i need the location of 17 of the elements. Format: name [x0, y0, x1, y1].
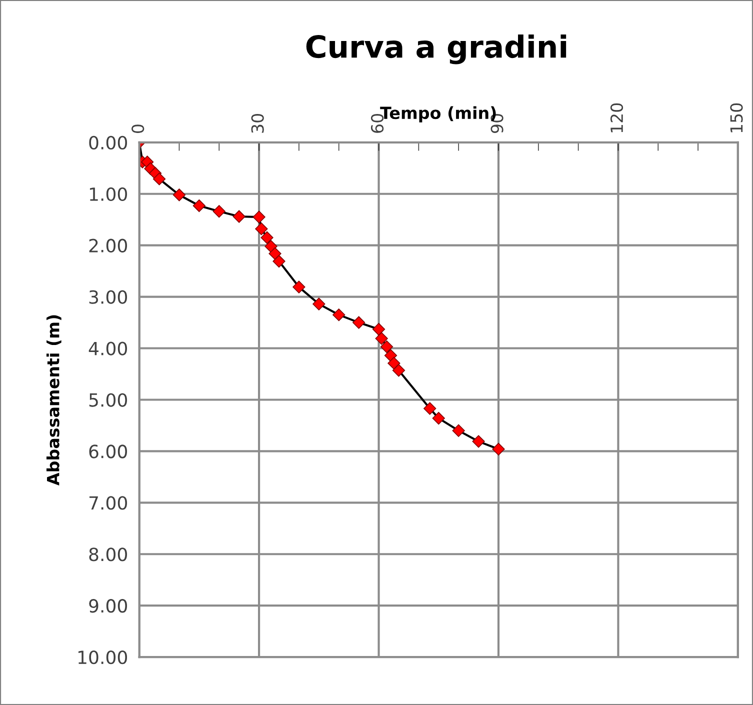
x-tick-label: 150: [730, 103, 743, 132]
y-tick-label: 3.00: [89, 290, 127, 304]
x-tick-label: 30: [251, 114, 264, 133]
y-tick-label: 7.00: [89, 496, 127, 510]
y-tick-label: 8.00: [89, 548, 127, 562]
x-tick-label: 120: [610, 103, 624, 132]
y-tick-label: 1.00: [90, 187, 127, 201]
x-tick-label: 0: [132, 124, 144, 133]
y-tick-label: 5.00: [89, 393, 127, 407]
y-tick-label: 2.00: [89, 238, 127, 252]
y-tick-label: 4.00: [88, 342, 127, 356]
chart-title: Curva a gradini: [306, 34, 566, 64]
y-tick-label: 10.00: [78, 650, 127, 664]
y-tick-label: 9.00: [89, 599, 127, 613]
y-tick-label: 0.00: [89, 136, 127, 150]
y-axis-title: Abbassamenti (m): [46, 315, 62, 486]
y-tick-label: 6.00: [89, 444, 127, 458]
